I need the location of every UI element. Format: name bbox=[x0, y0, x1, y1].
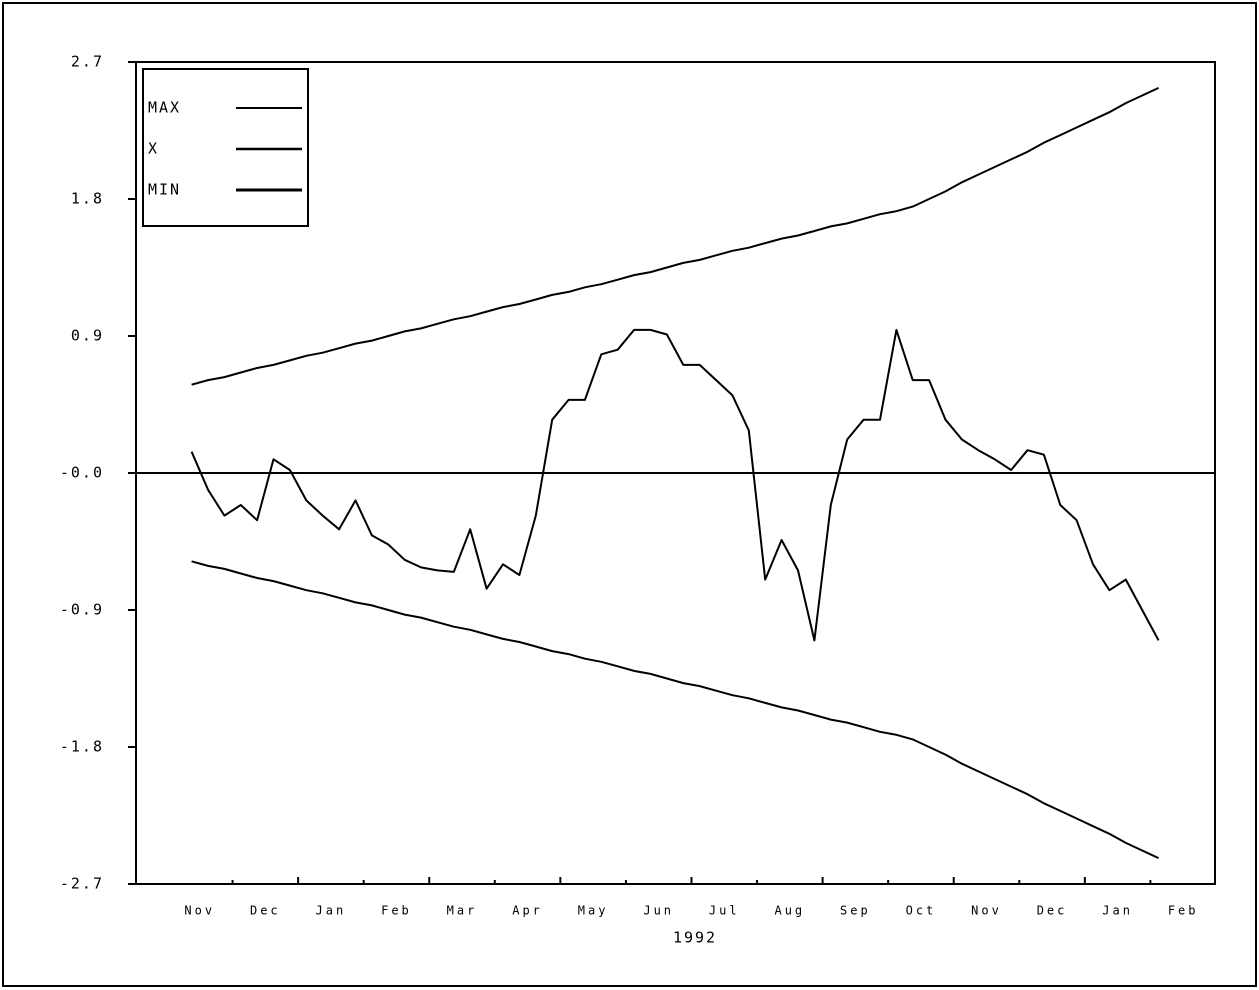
x-tick-label: Apr bbox=[512, 904, 543, 918]
legend-label: MAX bbox=[148, 99, 181, 117]
x-tick-label: Feb bbox=[381, 904, 412, 918]
x-tick-label: Sep bbox=[840, 904, 871, 918]
legend-label: X bbox=[148, 140, 159, 158]
x-tick-label: Jun bbox=[643, 904, 674, 918]
x-tick-label: Dec bbox=[250, 904, 281, 918]
x-tick-label: Jul bbox=[709, 904, 740, 918]
y-tick-label: -1.8 bbox=[60, 738, 104, 756]
y-tick-label: 1.8 bbox=[71, 190, 104, 208]
y-tick-label: -0.9 bbox=[60, 601, 104, 619]
x-tick-label: Jan bbox=[1102, 904, 1133, 918]
x-tick-label: May bbox=[578, 904, 609, 918]
x-tick-label: Jan bbox=[316, 904, 347, 918]
legend-box bbox=[142, 68, 309, 227]
y-tick-label: -2.7 bbox=[60, 875, 104, 893]
y-tick-label: 0.9 bbox=[71, 327, 104, 345]
y-tick-label: -0.0 bbox=[60, 464, 104, 482]
y-tick-label: 2.7 bbox=[71, 53, 104, 71]
series-line bbox=[191, 86, 1160, 386]
x-tick-label: Oct bbox=[906, 904, 937, 918]
series-line bbox=[191, 560, 1160, 860]
x-tick-label: Nov bbox=[971, 904, 1002, 918]
x-tick-label: Mar bbox=[447, 904, 478, 918]
x-tick-label: Aug bbox=[774, 904, 805, 918]
x-tick-label: Dec bbox=[1037, 904, 1068, 918]
series-line bbox=[190, 328, 1160, 642]
x-axis-label: 1992 bbox=[673, 929, 717, 947]
legend-label: MIN bbox=[148, 181, 181, 199]
x-tick-label: Feb bbox=[1168, 904, 1199, 918]
x-tick-label: Nov bbox=[184, 904, 215, 918]
